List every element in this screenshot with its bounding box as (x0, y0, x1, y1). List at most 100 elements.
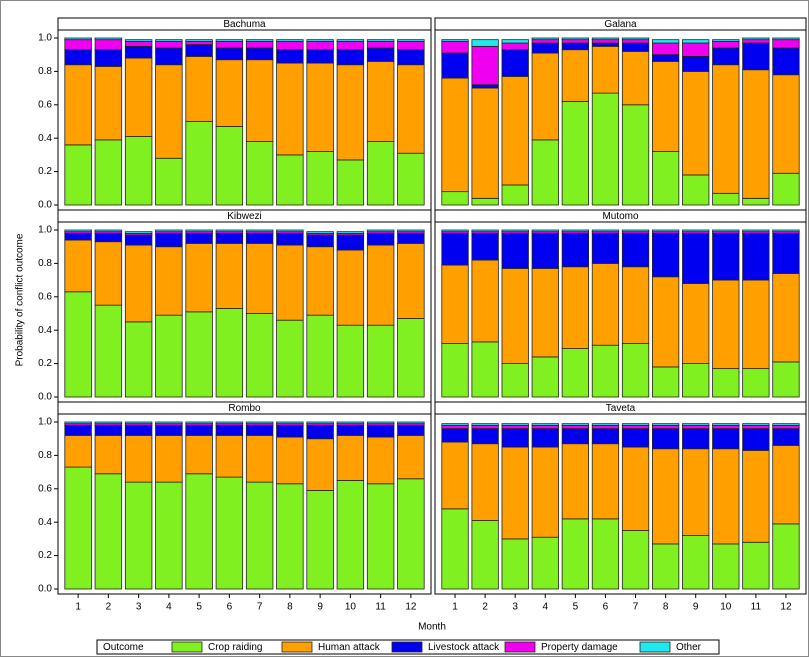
bar-segment (651, 54, 680, 62)
bar-segment (64, 232, 92, 241)
bar-segment (276, 229, 304, 233)
bar-segment (306, 490, 334, 590)
bar-segment (531, 536, 559, 590)
bar-segment (471, 443, 499, 521)
bar-segment (245, 59, 274, 142)
bar-segment (276, 421, 304, 425)
bar-segment (276, 319, 304, 398)
x-tick-label: 8 (287, 602, 293, 613)
bar-segment (471, 232, 499, 261)
bar-segment (742, 232, 770, 281)
bar-segment (742, 39, 770, 44)
bar-segment (124, 40, 153, 47)
bar-segment (712, 279, 740, 370)
bar-segment (501, 42, 529, 51)
bar-segment (336, 324, 365, 398)
bar-segment (591, 37, 620, 41)
x-axis-label: Month (418, 622, 446, 633)
bar-segment (441, 424, 469, 430)
bar-segment (561, 42, 590, 51)
bar-segment (245, 47, 274, 61)
bar-segment (306, 40, 334, 51)
bar-segment (366, 60, 395, 142)
bar-segment (682, 174, 710, 206)
bar-segment (64, 64, 92, 146)
bar-segment (397, 421, 425, 425)
bar-segment (215, 126, 244, 206)
bar-segment (306, 234, 334, 248)
legend-swatch (504, 641, 536, 653)
bar-segment (682, 448, 710, 536)
bar-segment (441, 264, 469, 344)
bar-segment (501, 268, 529, 365)
bar-segment (471, 45, 499, 86)
bar-segment (772, 172, 800, 206)
bar-segment (366, 141, 395, 206)
bar-segment (651, 448, 680, 545)
bar-segment (561, 423, 590, 426)
bar-segment (276, 436, 304, 485)
bar-segment (366, 244, 395, 326)
bar-segment (155, 40, 183, 49)
bar-segment (561, 443, 590, 520)
y-tick-label: 0.2 (38, 358, 52, 369)
y-tick-label: 0.6 (38, 291, 52, 302)
bar-segment (742, 428, 770, 451)
bar-segment (185, 421, 213, 425)
bar-segment (276, 62, 304, 156)
legend-swatch (171, 641, 203, 653)
bar-segment (742, 368, 770, 398)
legend-swatch (391, 641, 423, 653)
panel-title: Galana (604, 19, 637, 30)
bar-segment (336, 480, 365, 590)
bar-segment (712, 232, 740, 281)
bar-segment (471, 520, 499, 590)
bar-segment (561, 39, 590, 44)
x-tick-label: 4 (166, 602, 172, 613)
bar-segment (772, 361, 800, 398)
bar-segment (245, 434, 274, 483)
bar-segment (742, 37, 770, 41)
bar-segment (185, 121, 213, 206)
bar-segment (591, 45, 620, 94)
bar-segment (712, 424, 740, 430)
bar-segment (501, 229, 529, 233)
y-tick-label: 0.2 (38, 550, 52, 561)
bar-segment (276, 40, 304, 51)
bar-segment (772, 424, 800, 430)
bar-segment (531, 139, 559, 206)
bar-segment (94, 37, 123, 41)
bar-segment (94, 49, 123, 67)
bar-segment (245, 40, 274, 49)
bar-segment (185, 242, 213, 313)
bar-segment (336, 249, 365, 326)
legend-label: Other (676, 642, 702, 653)
bar-segment (531, 424, 559, 430)
bar-segment (772, 39, 800, 49)
bar-segment (501, 232, 529, 269)
bar-segment (306, 39, 334, 42)
bar-segment (682, 283, 710, 365)
bar-segment (682, 363, 710, 398)
bar-segment (682, 424, 710, 430)
bar-segment (441, 40, 469, 54)
bar-segment (185, 434, 213, 475)
bar-segment (531, 232, 559, 269)
bar-segment (531, 229, 559, 233)
x-tick-label: 4 (543, 602, 549, 613)
bar-segment (471, 84, 499, 89)
bar-segment (397, 40, 425, 51)
bar-segment (471, 424, 499, 430)
bar-segment (742, 42, 770, 71)
bar-segment (742, 423, 770, 426)
bar-segment (772, 47, 800, 76)
bar-segment (64, 421, 92, 425)
bar-segment (621, 424, 650, 430)
legend-title: Outcome (103, 642, 144, 653)
bar-segment (124, 244, 153, 323)
bar-segment (366, 39, 395, 42)
x-tick-label: 8 (663, 602, 669, 613)
x-tick-label: 10 (720, 602, 732, 613)
bar-segment (215, 59, 244, 127)
